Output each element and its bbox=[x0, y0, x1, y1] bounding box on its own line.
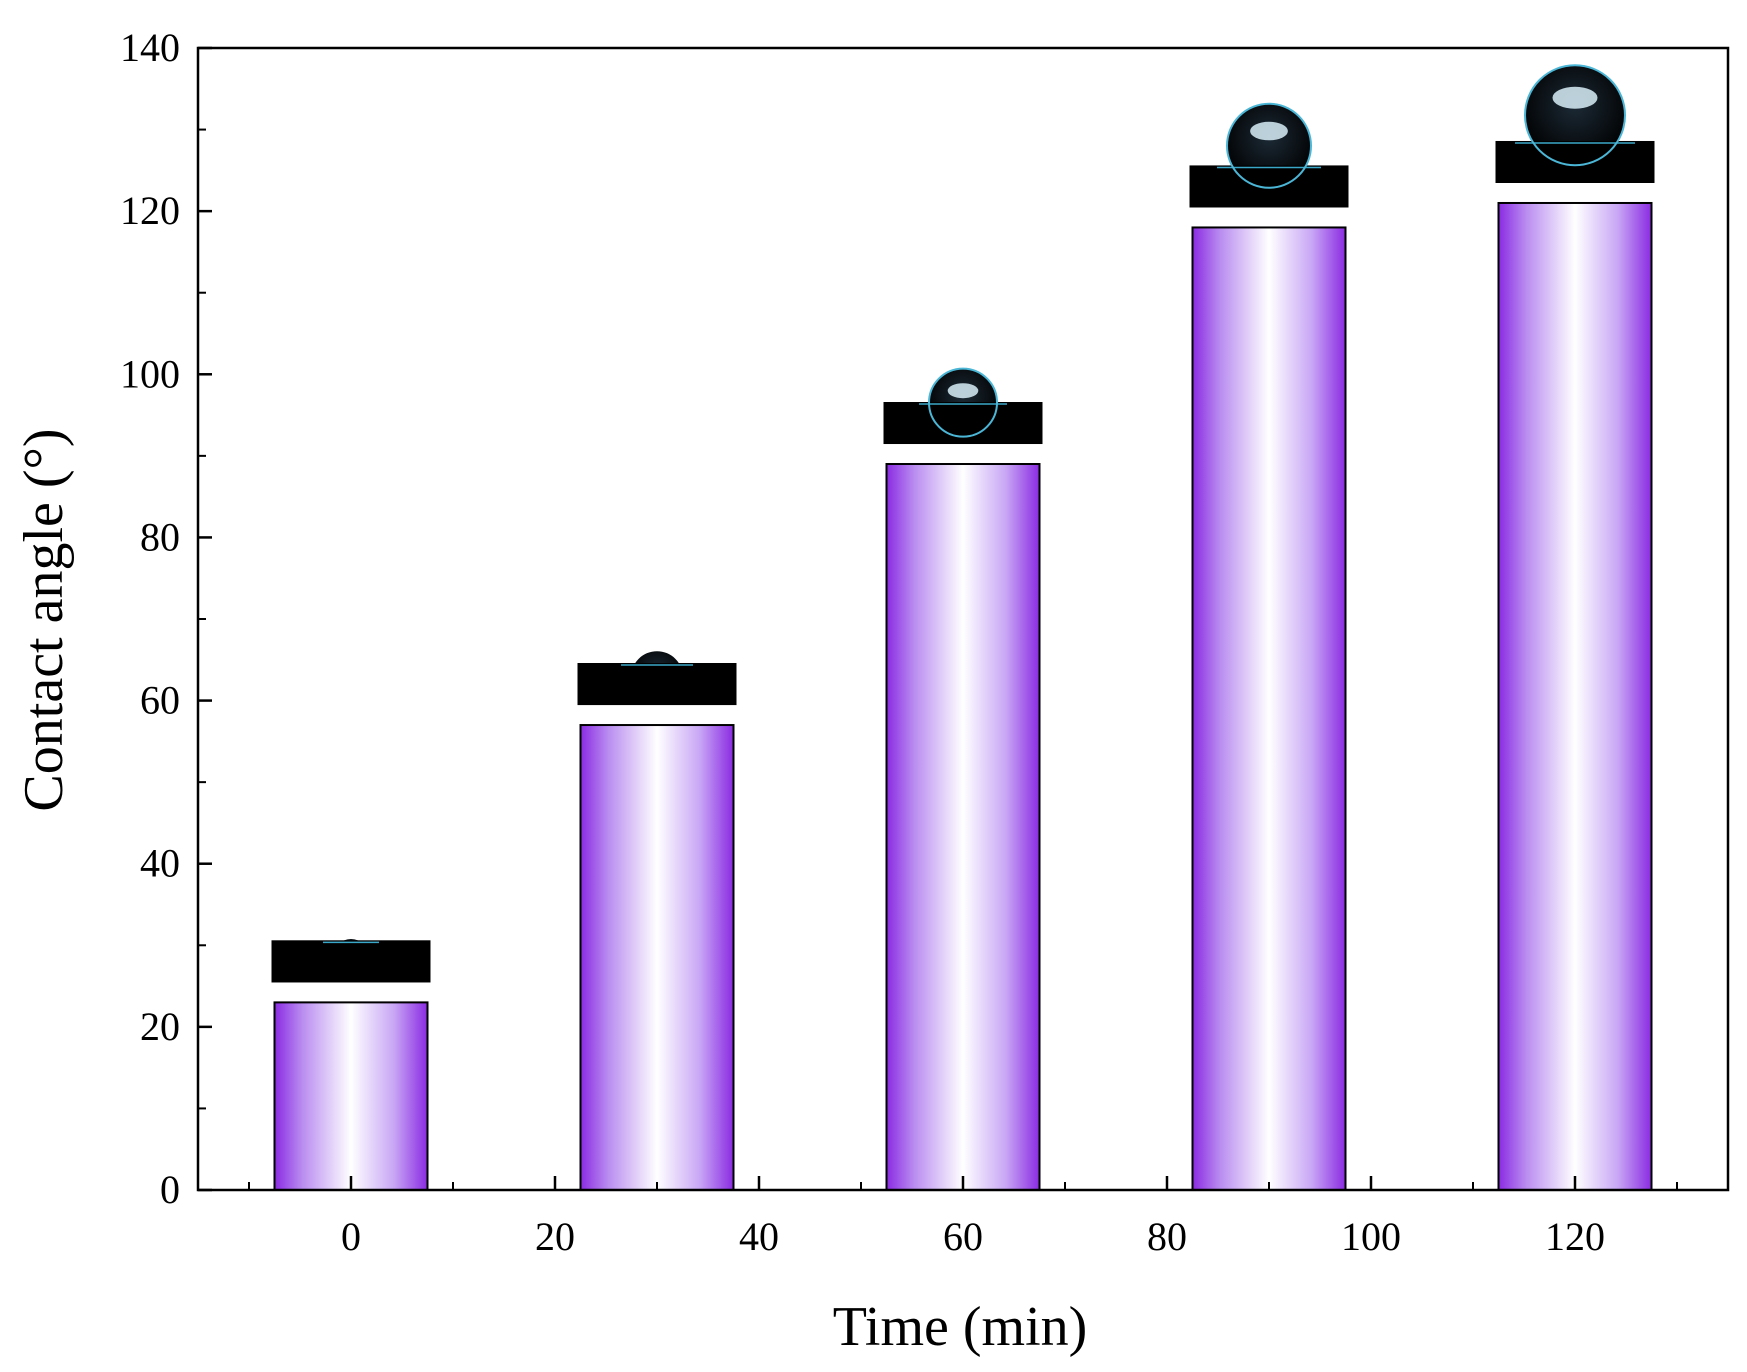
y-tick-label: 20 bbox=[140, 1004, 180, 1049]
bar bbox=[273, 1001, 429, 1192]
x-tick-label: 100 bbox=[1341, 1214, 1401, 1259]
droplet-photo bbox=[1189, 102, 1349, 208]
y-tick-label: 40 bbox=[140, 841, 180, 886]
x-tick-label: 120 bbox=[1545, 1214, 1605, 1259]
x-tick-label: 80 bbox=[1147, 1214, 1187, 1259]
droplet-photo bbox=[271, 938, 431, 983]
x-tick-label: 40 bbox=[739, 1214, 779, 1259]
y-tick-label: 0 bbox=[160, 1167, 180, 1212]
x-tick-label: 0 bbox=[341, 1214, 361, 1259]
droplet-insets bbox=[271, 64, 1655, 983]
y-axis-title: Contact angle (°) bbox=[13, 428, 75, 811]
x-tick-label: 20 bbox=[535, 1214, 575, 1259]
bar bbox=[579, 724, 735, 1191]
bar bbox=[1191, 226, 1347, 1191]
bar bbox=[1497, 201, 1653, 1191]
x-axis-title: Time (min) bbox=[833, 1296, 1088, 1358]
axes: 0 20 40 60 80 100 120 140 0 20 40 60 80 100 120 bbox=[120, 25, 1730, 1259]
bar bbox=[885, 463, 1041, 1191]
bars bbox=[273, 201, 1653, 1192]
y-tick-label: 80 bbox=[140, 514, 180, 559]
y-tick-label: 60 bbox=[140, 678, 180, 723]
y-tick-label: 120 bbox=[120, 188, 180, 233]
x-tick-label: 60 bbox=[943, 1214, 983, 1259]
droplet-photo bbox=[577, 651, 737, 706]
droplet-photo bbox=[883, 367, 1043, 445]
droplet-photo bbox=[1495, 64, 1655, 183]
y-tick-label: 100 bbox=[120, 351, 180, 396]
y-tick-label: 140 bbox=[120, 25, 180, 70]
